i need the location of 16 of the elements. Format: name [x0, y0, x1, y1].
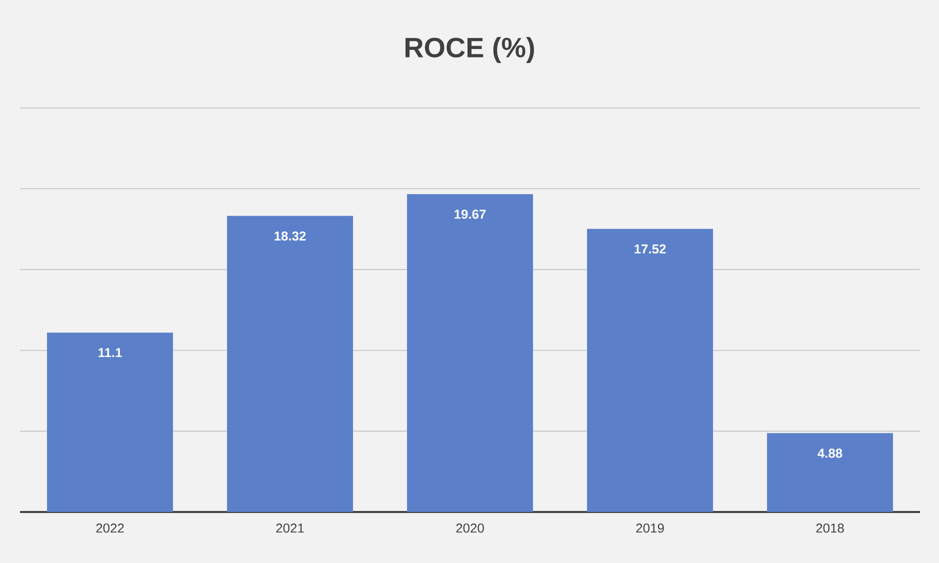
data-label: 11.1	[98, 348, 122, 358]
x-tick-label: 2021	[276, 524, 304, 533]
data-label: 17.52	[634, 244, 666, 254]
bar	[407, 194, 534, 512]
bar	[587, 228, 714, 512]
data-label: 4.88	[818, 448, 842, 458]
x-tick-label: 2022	[96, 524, 124, 533]
chart-title: ROCE (%)	[406, 37, 534, 63]
x-tick-label: 2019	[636, 524, 664, 533]
x-tick-label: 2018	[816, 524, 844, 533]
bar	[767, 433, 894, 512]
bar	[47, 332, 174, 512]
data-label: 19.67	[454, 210, 486, 219]
x-tick-label: 2020	[456, 524, 484, 533]
data-label: 18.32	[274, 231, 306, 241]
bar	[227, 216, 354, 512]
